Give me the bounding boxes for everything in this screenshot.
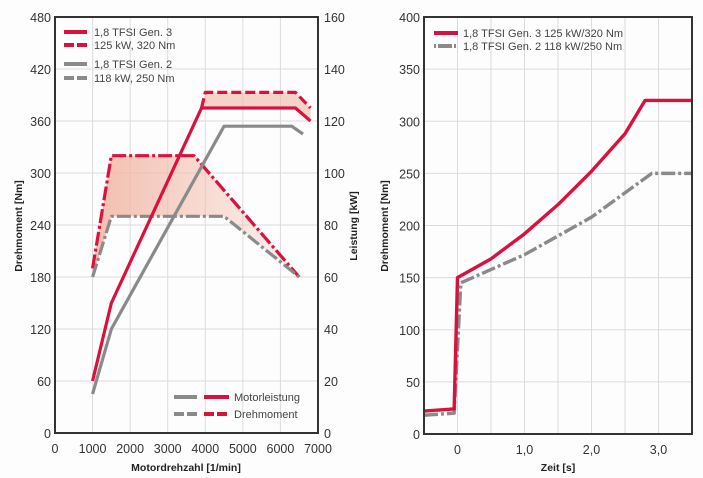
right-y-tick-label: 250 (399, 167, 420, 181)
left-x-tick-label: 3000 (154, 442, 182, 456)
left-y2-tick-label: 20 (324, 375, 338, 389)
left-y-axis-label: Drehmoment [Nm] (13, 180, 25, 272)
left-y-tick-label: 480 (30, 11, 51, 25)
left-series-line-1 (91, 214, 301, 279)
type-legend: Motorleistung Drehmoment (174, 392, 300, 421)
left-y2-tick-label: 0 (324, 427, 331, 441)
right-x-tick-label: 1,0 (516, 443, 533, 457)
left-y2-tick-label: 80 (324, 219, 338, 233)
right-series (423, 98, 692, 417)
left-x-tick-label: 2000 (116, 442, 144, 456)
right-y-tick-label: 0 (413, 428, 420, 442)
left-series-line-0 (90, 154, 301, 279)
right-legend: 1,8 TFSI Gen. 3 125 kW/320 Nm 1,8 TFSI G… (434, 28, 623, 53)
right-y-tick-label: 400 (399, 11, 420, 25)
left-chart-speed: 0 60 120 180 240 300 360 420 480 0 20 40 60 80 100 120… (13, 11, 360, 474)
left-x-tick-label: 0 (52, 442, 59, 456)
right-x-axis-label: Zeit [s] (541, 462, 575, 474)
legend-gen3-line1: 1,8 TFSI Gen. 3 (94, 27, 172, 39)
left-y-tick-label: 120 (30, 323, 51, 337)
left-y2-tick-label: 60 (324, 271, 338, 285)
left-y-tick-label: 240 (30, 219, 51, 233)
left-series (90, 90, 312, 395)
right-series-line-0 (423, 98, 692, 413)
left-x-tick-label: 1000 (79, 442, 107, 456)
legend-gen2-line2: 118 kW, 250 Nm (94, 73, 175, 85)
left-y-tick-label: 420 (30, 63, 51, 77)
left-series-line-2 (91, 106, 312, 382)
torque-gain-area (92, 155, 300, 277)
right-plot-frame (423, 16, 693, 435)
right-y-tick-label: 350 (399, 63, 420, 77)
left-x-tick-label: 6000 (267, 442, 295, 456)
legend-gen3-line2: 125 kW, 320 Nm (94, 40, 175, 52)
legend-torque-label: Drehmoment (234, 409, 298, 421)
left-y2-tick-label: 40 (324, 323, 338, 337)
legend-gen2-label: 1,8 TFSI Gen. 2 118 kW/250 Nm (463, 41, 622, 53)
right-y-tick-label: 50 (406, 376, 420, 390)
left-x-axis-label: Motordrehzahl [1/min] (131, 462, 241, 474)
right-series-line-1 (423, 171, 692, 417)
right-grid (423, 16, 693, 435)
left-y2-tick-label: 140 (324, 63, 345, 77)
left-y-tick-label: 300 (30, 167, 51, 181)
right-x-ticks: 0 1,0 2,0 3,0 (454, 443, 667, 457)
legend-power-label: Motorleistung (234, 392, 300, 404)
right-x-tick-label: 2,0 (583, 443, 600, 457)
legend-gen2-line1: 1,8 TFSI Gen. 2 (94, 59, 172, 71)
left-y2-tick-label: 100 (324, 167, 345, 181)
left-x-tick-label: 5000 (229, 442, 257, 456)
left-y-tick-label: 360 (30, 115, 51, 129)
right-y-axis-label: Drehmoment [Nm] (379, 180, 391, 272)
left-series-line-3 (199, 90, 312, 110)
left-y-tick-label: 180 (30, 271, 51, 285)
left-y-tick-label: 0 (44, 427, 51, 441)
right-chart-time: 0 50 100 150 200 250 300 350 400 0 1,0 2,0 3,0 Zeit… (379, 11, 693, 474)
left-x-ticks: 0 1000 2000 3000 4000 5000 6000 7000 (52, 442, 332, 456)
legend-gen3-label: 1,8 TFSI Gen. 3 125 kW/320 Nm (463, 28, 623, 40)
left-y-ticks: 0 60 120 180 240 300 360 420 480 (30, 11, 51, 441)
right-y-tick-label: 150 (399, 272, 420, 286)
left-y2-axis-label: Leistung [kW] (348, 191, 360, 260)
left-series-line-4 (91, 124, 304, 395)
left-y2-tick-label: 120 (324, 115, 345, 129)
right-y-tick-label: 300 (399, 115, 420, 129)
left-y-tick-label: 60 (37, 375, 51, 389)
engine-legend: 1,8 TFSI Gen. 3 125 kW, 320 Nm 1,8 TFSI … (64, 27, 175, 85)
left-x-tick-label: 4000 (191, 442, 219, 456)
left-x-tick-label: 7000 (304, 442, 332, 456)
right-x-tick-label: 3,0 (650, 443, 667, 457)
right-y-ticks: 0 50 100 150 200 250 300 350 400 (399, 11, 420, 442)
right-x-tick-label: 0 (454, 443, 461, 457)
left-plot-frame (54, 16, 319, 434)
right-y-tick-label: 200 (399, 220, 420, 234)
right-y-tick-label: 100 (399, 324, 420, 338)
left-y2-tick-label: 160 (324, 11, 345, 25)
left-y2-ticks: 0 20 40 60 80 100 120 140 160 (324, 11, 345, 441)
